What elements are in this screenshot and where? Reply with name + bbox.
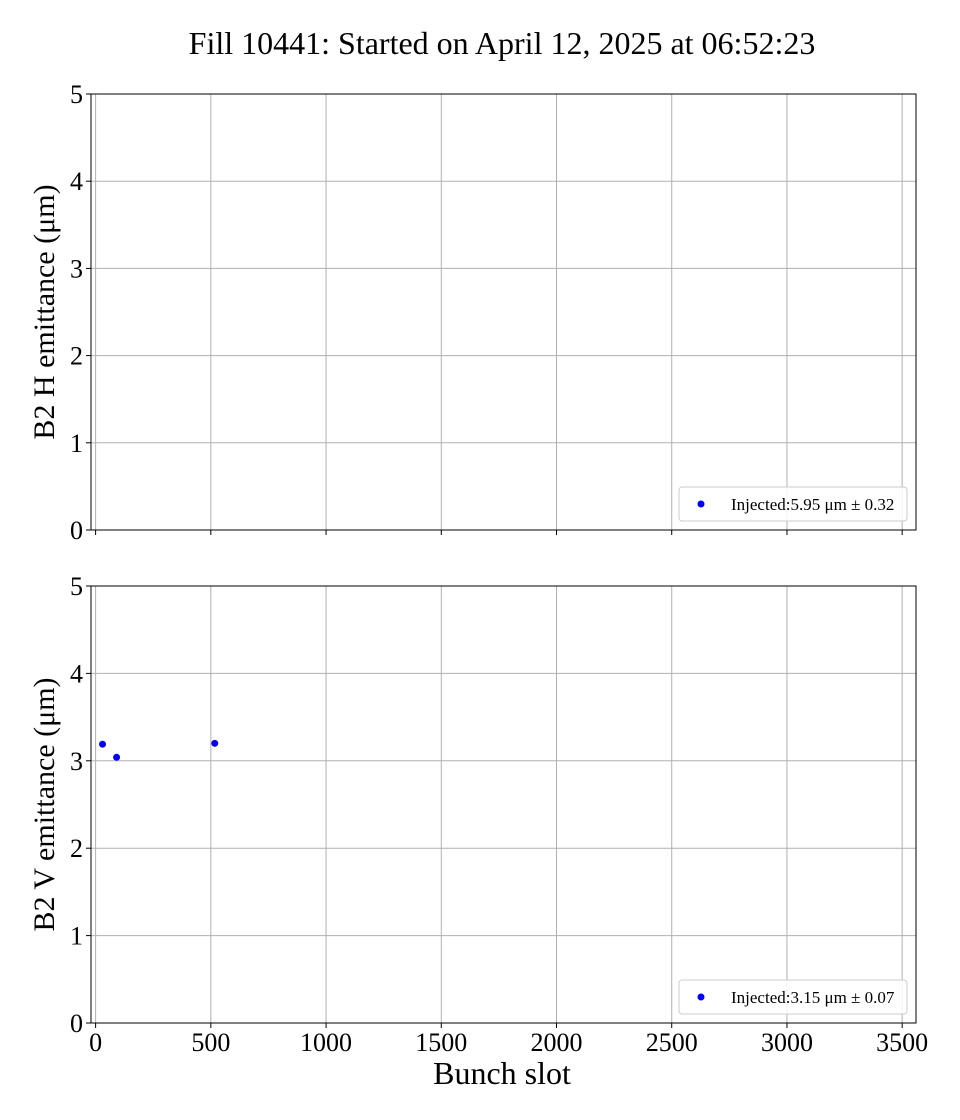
bottom-panel: 0 500 1000 1500 2000 2500 3000 3500 0 1 2 3 4 5 B2 V e…: [28, 572, 928, 1057]
y-tick-label: 1: [70, 429, 83, 458]
chart-title: Fill 10441: Started on April 12, 2025 at…: [189, 25, 816, 61]
x-tick-label: 500: [191, 1028, 230, 1057]
y-tick-label: 2: [70, 834, 83, 863]
x-tick-label: 2000: [531, 1028, 583, 1057]
legend-marker: [697, 500, 705, 508]
legend-box: [678, 979, 908, 1015]
plot-frame: [90, 93, 917, 531]
data-point: [113, 753, 121, 761]
x-tick-label: 0: [89, 1028, 102, 1057]
legend-label: Injected:5.95 μm ± 0.32: [731, 495, 894, 514]
y-tick-label: 5: [70, 80, 83, 109]
x-tick-label: 1000: [300, 1028, 352, 1057]
x-tick-label: 3000: [761, 1028, 813, 1057]
y-tick-label: 2: [70, 342, 83, 371]
legend-box: [678, 486, 908, 522]
plot-frame: [90, 585, 917, 1024]
data-point: [99, 740, 107, 748]
y-tick-label: 0: [70, 516, 83, 545]
y-tick-label: 4: [70, 167, 83, 196]
y-tick-label: 1: [70, 922, 83, 951]
top-panel: 0 1 2 3 4 5 B2 H emittance (μm) Injected:5.95 μ…: [28, 80, 917, 545]
legend: Injected:3.15 μm ± 0.07: [678, 979, 908, 1015]
y-tick-label: 3: [70, 254, 83, 283]
y-tick-label: 4: [70, 659, 83, 688]
x-tick-label: 3500: [876, 1028, 928, 1057]
x-tick-label: 2500: [646, 1028, 698, 1057]
legend: Injected:5.95 μm ± 0.32: [678, 486, 908, 522]
legend-marker: [697, 993, 705, 1001]
data-point: [211, 739, 219, 747]
y-axis-label: B2 V emittance (μm): [28, 677, 61, 931]
y-axis-label: B2 H emittance (μm): [28, 184, 61, 439]
x-axis-label: Bunch slot: [433, 1055, 571, 1091]
legend-label: Injected:3.15 μm ± 0.07: [731, 988, 895, 1007]
y-tick-label: 0: [70, 1009, 83, 1038]
x-tick-label: 1500: [415, 1028, 467, 1057]
y-tick-label: 3: [70, 747, 83, 776]
y-tick-label: 5: [70, 572, 83, 601]
